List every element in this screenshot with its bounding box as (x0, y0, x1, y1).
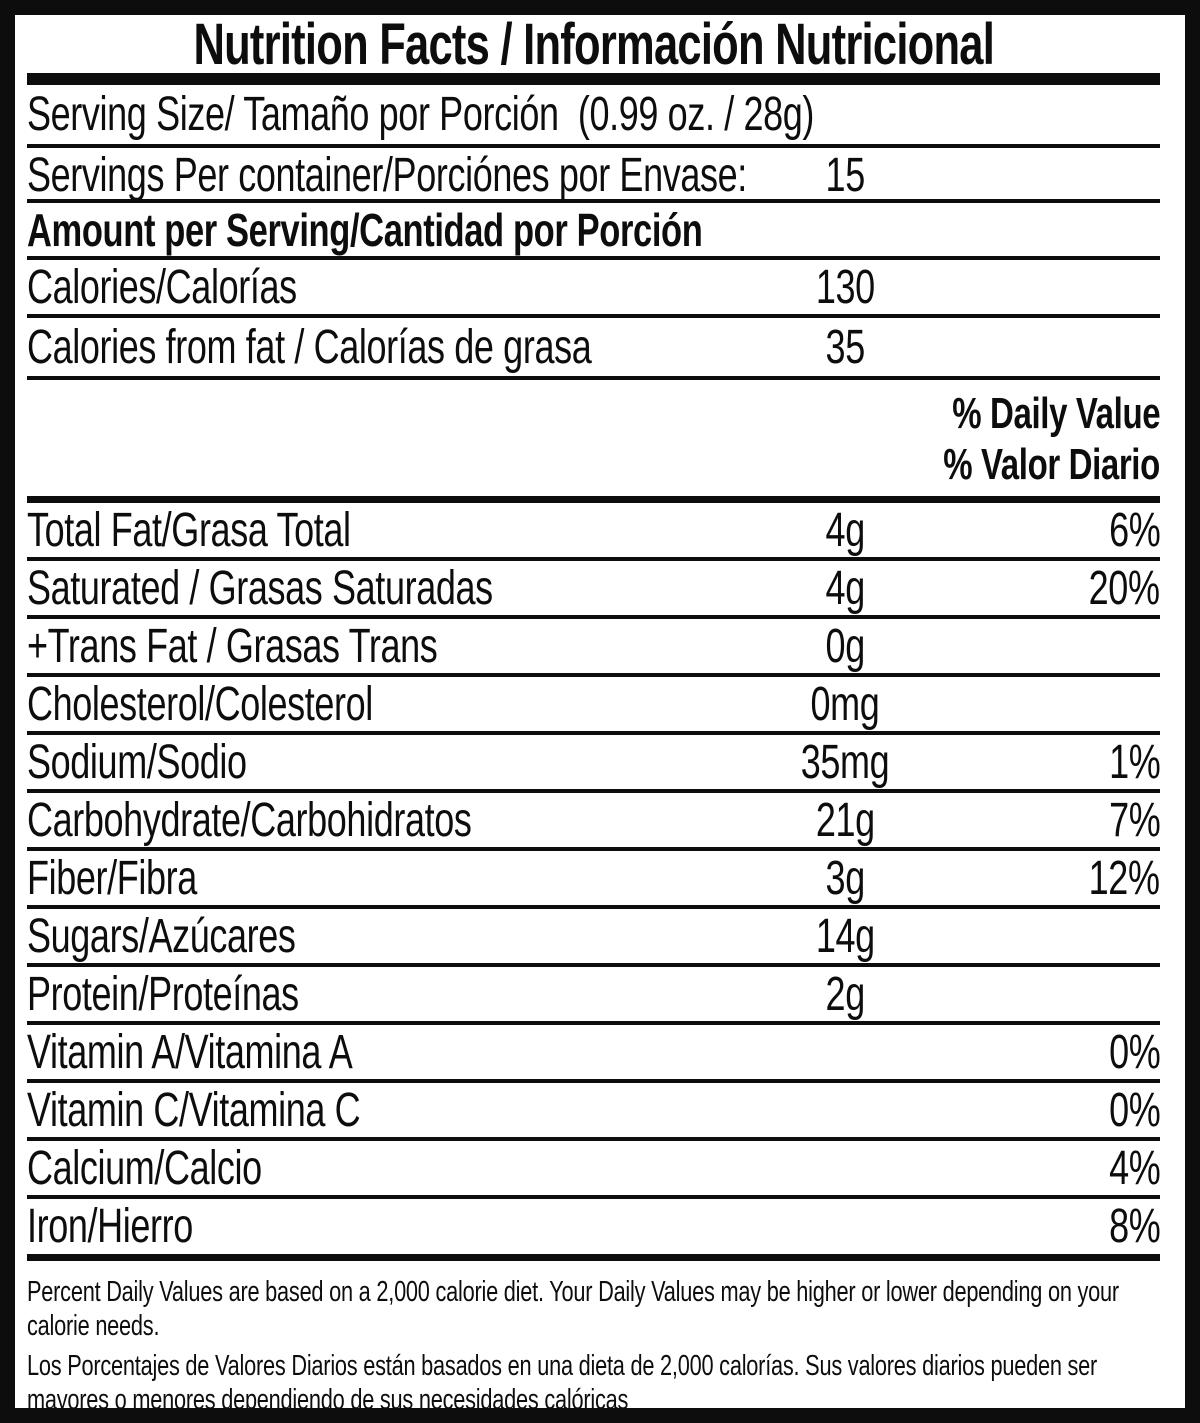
nutrient-daily-value: 7% (1108, 794, 1161, 847)
nutrient-row: Protein/Proteínas 2g (27, 967, 1160, 1025)
title-row: Nutrition Facts / Información Nutriciona… (27, 15, 1160, 77)
servings-per-container-label: Servings Per container/Porciónes por Env… (27, 149, 747, 202)
footnote-es: Los Porcentajes de Valores Diarios están… (27, 1350, 1098, 1416)
nutrient-amount: 21g (815, 794, 875, 847)
calories-value: 130 (815, 261, 875, 314)
nutrient-amount: 4g (825, 562, 865, 615)
nutrient-row: Fiber/Fibra 3g 12% (27, 851, 1160, 909)
nutrient-amount: 35mg (800, 736, 890, 789)
calories-from-fat-row: Calories from fat / Calorías de grasa 35 (27, 318, 1160, 380)
nutrient-daily-value: 4% (1108, 1142, 1161, 1195)
serving-size-label: Serving Size/ Tamaño por Porción (0.99 o… (27, 88, 815, 141)
nutrient-label: Carbohydrate/Carbohidratos (27, 794, 472, 847)
nutrient-label: Calcium/Calcio (27, 1142, 262, 1195)
daily-value-header-es: % Valor Diario (943, 439, 1160, 489)
nutrient-amount: 3g (825, 852, 865, 905)
nutrient-row: Saturated / Grasas Saturadas 4g 20% (27, 561, 1160, 619)
nutrient-label: Fiber/Fibra (27, 852, 197, 905)
nutrient-daily-value: 0% (1108, 1084, 1161, 1137)
nutrient-row: Total Fat/Grasa Total 4g 6% (27, 503, 1160, 561)
serving-size-row: Serving Size/ Tamaño por Porción (0.99 o… (27, 85, 1160, 148)
nutrient-daily-value: 20% (1089, 562, 1160, 615)
nutrient-row: Vitamin A/Vitamina A 0% (27, 1025, 1160, 1083)
nutrient-row: Cholesterol/Colesterol 0mg (27, 677, 1160, 735)
amount-per-serving-header-row: Amount per Serving/Cantidad por Porción (27, 203, 1160, 260)
nutrient-amount: 14g (815, 910, 875, 963)
label-content: Nutrition Facts / Información Nutriciona… (15, 15, 1185, 1416)
nutrient-label: Protein/Proteínas (27, 968, 299, 1021)
nutrient-daily-value: 8% (1108, 1200, 1161, 1253)
nutrient-amount: 0mg (810, 678, 880, 731)
nutrient-daily-value: 6% (1108, 504, 1161, 557)
calories-row: Calories/Calorías 130 (27, 260, 1160, 318)
nutrient-amount: 0g (825, 620, 865, 673)
nutrient-row: Calcium/Calcio 4% (27, 1141, 1160, 1199)
daily-value-header-en: % Daily Value (952, 388, 1160, 438)
title-divider-bar (27, 73, 1160, 85)
label-title: Nutrition Facts / Información Nutriciona… (193, 11, 994, 77)
servings-per-container-value: 15 (825, 149, 865, 202)
nutrient-amount: 4g (825, 504, 865, 557)
nutrient-label: Vitamin A/Vitamina A (27, 1026, 353, 1079)
nutrient-daily-value: 12% (1089, 852, 1160, 905)
nutrient-label: Total Fat/Grasa Total (27, 504, 351, 557)
servings-per-container-row: Servings Per container/Porciónes por Env… (27, 148, 1160, 203)
nutrient-daily-value: 1% (1108, 736, 1161, 789)
footnote: Percent Daily Values are based on a 2,00… (27, 1261, 1160, 1416)
nutrient-row: Sodium/Sodio 35mg 1% (27, 735, 1160, 793)
nutrient-row: Carbohydrate/Carbohidratos 21g 7% (27, 793, 1160, 851)
nutrient-label: +Trans Fat / Grasas Trans (27, 620, 438, 673)
calories-from-fat-label: Calories from fat / Calorías de grasa (27, 320, 592, 374)
nutrient-table: Total Fat/Grasa Total 4g 6% Saturated / … (27, 503, 1160, 1261)
nutrient-label: Vitamin C/Vitamina C (27, 1084, 361, 1137)
nutrient-amount: 2g (825, 968, 865, 1021)
nutrient-row: +Trans Fat / Grasas Trans 0g (27, 619, 1160, 677)
calories-label: Calories/Calorías (27, 261, 297, 314)
nutrient-daily-value: 0% (1108, 1026, 1161, 1079)
nutrient-row: Sugars/Azúcares 14g (27, 909, 1160, 967)
calories-from-fat-value: 35 (825, 320, 865, 374)
daily-value-header: % Daily Value % Valor Diario (27, 380, 1160, 503)
nutrient-label: Sugars/Azúcares (27, 910, 296, 963)
nutrient-row: Vitamin C/Vitamina C 0% (27, 1083, 1160, 1141)
footnote-en: Percent Daily Values are based on a 2,00… (27, 1276, 1119, 1342)
amount-per-serving-label: Amount per Serving/Cantidad por Porción (27, 204, 703, 256)
nutrient-label: Iron/Hierro (27, 1200, 193, 1253)
nutrient-label: Sodium/Sodio (27, 736, 247, 789)
nutrient-label: Saturated / Grasas Saturadas (27, 562, 493, 615)
nutrient-row: Iron/Hierro 8% (27, 1199, 1160, 1261)
nutrient-label: Cholesterol/Colesterol (27, 678, 373, 731)
